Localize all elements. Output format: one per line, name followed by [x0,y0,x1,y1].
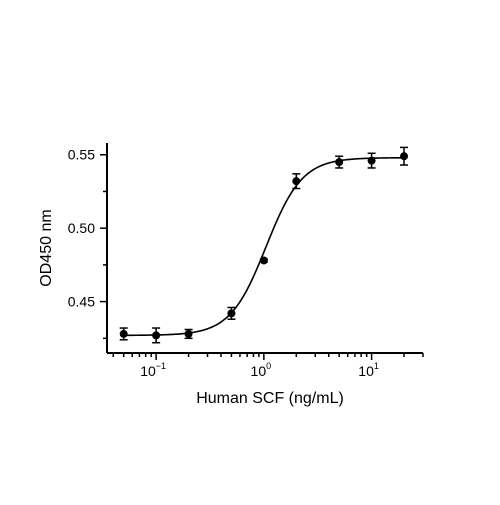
x-ticks: 10−1 100 101 [112,353,424,379]
x-tick-label: 101 [358,361,379,379]
x-tick-label: 10−1 [140,361,166,379]
data-point [259,256,268,265]
x-tick-exponent: 1 [374,361,379,371]
data-point [152,331,161,340]
x-tick-exponent: −1 [156,361,166,371]
y-ticks: 0.45 0.50 0.55 [68,147,107,340]
data-point-group [152,327,161,344]
axes [106,143,423,354]
data-point-group [367,152,376,169]
data-point [119,329,128,338]
fit-curve [123,156,405,337]
data-point [367,156,376,165]
data-point-group [259,256,268,265]
data-point-group [292,173,301,190]
data-point [184,329,193,338]
data-point [292,177,301,186]
y-tick-label: 0.45 [68,294,95,310]
data-point-group [119,327,128,341]
data-point-group [184,328,193,340]
data-point-group [335,155,344,169]
y-tick-label: 0.50 [68,220,95,236]
fit-curve-layer [123,156,405,337]
x-axis-title: Human SCF (ng/mL) [196,390,344,407]
y-axis-title: OD450 nm [38,209,55,286]
y-tick-label: 0.55 [68,147,95,163]
data-point [335,158,344,167]
data-point-group [227,306,236,320]
data-point [227,309,236,318]
data-point [400,152,409,161]
x-tick-label: 100 [251,361,272,379]
x-tick-exponent: 0 [266,361,271,371]
data-point-group [400,146,409,166]
points-layer [119,146,409,344]
